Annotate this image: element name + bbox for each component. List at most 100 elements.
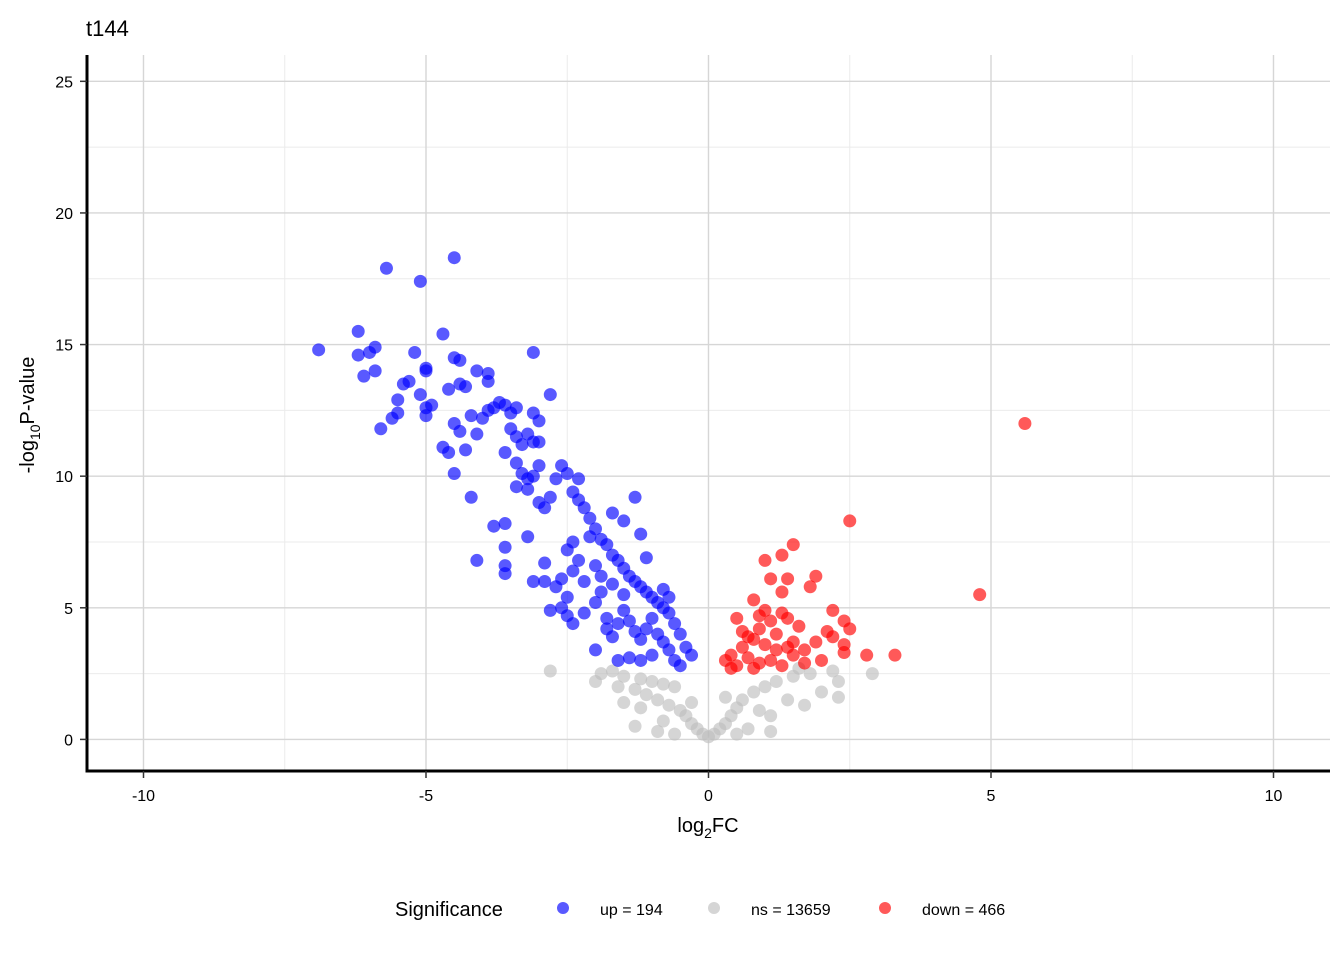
point-ns — [685, 696, 699, 710]
point-ns — [831, 690, 845, 704]
point-ns — [826, 664, 840, 678]
point-up — [521, 482, 535, 496]
point-up — [459, 443, 473, 457]
point-down — [781, 572, 795, 586]
chart-title: t144 — [86, 16, 129, 41]
point-up — [459, 380, 473, 394]
point-up — [617, 603, 631, 617]
point-up — [662, 606, 676, 620]
point-up — [622, 614, 636, 628]
point-ns — [628, 682, 642, 696]
point-ns — [662, 698, 676, 712]
point-up — [442, 382, 456, 396]
point-up — [622, 651, 636, 665]
point-up — [515, 438, 529, 452]
point-ns — [798, 698, 812, 712]
point-down — [860, 648, 874, 662]
point-up — [368, 340, 382, 354]
y-axis-title-rest: P-value — [17, 357, 39, 425]
point-up — [549, 472, 563, 486]
point-up — [453, 353, 467, 367]
point-down — [735, 640, 749, 654]
point-up — [566, 564, 580, 578]
point-up — [391, 393, 405, 407]
y-tick-label: 0 — [64, 732, 73, 749]
point-up — [560, 590, 574, 604]
point-up — [408, 345, 422, 359]
point-up — [391, 406, 405, 420]
point-up — [498, 567, 512, 581]
x-axis-title-base: log — [677, 815, 704, 837]
point-down — [764, 614, 778, 628]
point-ns — [803, 667, 817, 681]
point-down — [764, 653, 778, 667]
point-ns — [645, 675, 659, 688]
point-down — [781, 611, 795, 625]
point-down — [741, 630, 755, 644]
legend-key-down — [879, 902, 891, 914]
y-axis-title: -log10P-value — [17, 357, 43, 474]
point-down — [786, 538, 800, 552]
point-up — [577, 501, 591, 515]
point-up — [509, 401, 523, 415]
y-axis-title-pre: -log — [17, 440, 39, 473]
point-up — [526, 574, 540, 588]
point-up — [498, 540, 512, 554]
y-tick-label: 25 — [55, 74, 73, 91]
point-ns — [543, 664, 557, 678]
point-up — [560, 543, 574, 557]
x-tick-label: 5 — [987, 788, 996, 805]
point-up — [634, 527, 648, 541]
point-up — [577, 574, 591, 588]
legend-label-up: up = 194 — [600, 902, 663, 919]
point-down — [758, 553, 772, 567]
point-up — [566, 617, 580, 631]
point-ns — [634, 672, 648, 686]
x-tick-label: -10 — [132, 788, 155, 805]
y-axis-title-sub: 10 — [27, 424, 43, 440]
point-down — [758, 638, 772, 652]
point-up — [419, 361, 433, 375]
point-down — [769, 643, 783, 657]
point-up — [368, 364, 382, 378]
point-up — [470, 553, 484, 567]
point-down — [730, 611, 744, 625]
point-down — [1018, 417, 1032, 431]
point-down — [809, 569, 823, 583]
y-tick-label: 10 — [55, 469, 73, 486]
point-down — [803, 580, 817, 594]
legend: Significance up = 194 ns = 13659 down = … — [395, 899, 1005, 921]
point-up — [464, 490, 478, 504]
point-down — [809, 635, 823, 649]
point-up — [560, 467, 574, 481]
point-ns — [634, 701, 648, 715]
point-ns — [747, 685, 761, 699]
point-up — [413, 388, 427, 402]
point-up — [572, 472, 586, 486]
point-up — [374, 422, 388, 436]
point-up — [605, 577, 619, 591]
point-down — [792, 619, 806, 633]
point-up — [589, 596, 602, 610]
point-ns — [741, 722, 755, 736]
point-down — [826, 603, 840, 617]
point-down — [758, 603, 772, 617]
point-down — [843, 622, 857, 636]
point-up — [447, 467, 461, 481]
x-tick-label: -5 — [419, 788, 433, 805]
point-up — [538, 501, 552, 515]
point-up — [498, 445, 512, 459]
point-down — [747, 593, 761, 607]
point-ns — [764, 725, 778, 739]
x-tick-label: 0 — [704, 788, 713, 805]
point-up — [509, 456, 523, 470]
point-ns — [769, 675, 783, 688]
point-up — [600, 611, 614, 625]
point-up — [464, 409, 478, 423]
point-up — [413, 274, 427, 288]
point-ns — [865, 667, 879, 681]
point-up — [521, 530, 535, 544]
point-up — [549, 580, 563, 594]
y-tick-label: 20 — [55, 206, 73, 223]
point-ns — [651, 725, 665, 739]
